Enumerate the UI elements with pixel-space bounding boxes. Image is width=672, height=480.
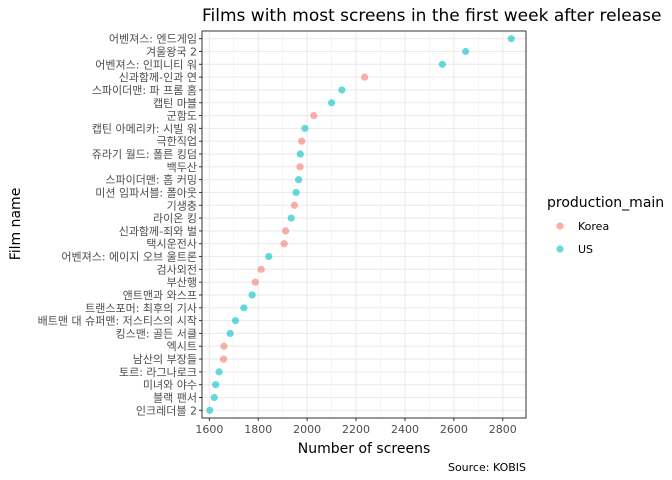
x-tick-label: 2400	[391, 423, 419, 436]
data-point	[265, 252, 273, 261]
y-tick-label: 스파이더맨: 파 프롬 홈	[92, 83, 197, 97]
y-tick-label: 백두산	[167, 161, 197, 174]
data-point	[301, 124, 309, 132]
chart-title: Films with most screens in the first wee…	[202, 6, 661, 26]
x-tick-label: 1600	[195, 423, 223, 436]
data-point	[215, 368, 223, 376]
data-point	[220, 342, 228, 350]
panel-border	[201, 30, 527, 419]
data-point	[257, 265, 265, 273]
y-tick-label: 남산의 부장들	[133, 353, 197, 366]
data-point	[296, 163, 304, 171]
data-point	[240, 304, 248, 312]
panel-background	[202, 31, 526, 418]
y-tick-label: 앤트맨과 와스프	[123, 289, 197, 302]
legend-key-us	[556, 245, 564, 253]
y-tick-label: 검사외전	[157, 263, 197, 276]
y-tick-label: 어벤져스: 에이지 오브 울트론	[61, 251, 197, 264]
data-point	[507, 35, 515, 43]
data-point	[438, 60, 446, 68]
y-tick-label: 택시운전사	[146, 238, 197, 251]
legend-title: production_main	[547, 195, 664, 211]
x-tick-label: 2800	[489, 423, 517, 436]
y-tick-label: 캡틴 마블	[153, 97, 197, 110]
y-tick-label: 엑시트	[167, 340, 197, 353]
y-tick-label: 킹스맨: 골든 서클	[115, 327, 197, 340]
legend: production_main Korea US	[547, 195, 664, 256]
y-tick-label: 캡틴 아메리카: 시빌 워	[92, 122, 197, 135]
data-point	[206, 406, 214, 414]
data-point	[251, 278, 259, 286]
y-tick-label: 기생충	[167, 199, 197, 212]
y-tick-label: 어벤져스: 인피니티 워	[95, 58, 197, 71]
data-point	[292, 188, 300, 197]
y-tick-label: 스파이더맨: 홈 커밍	[105, 173, 197, 187]
x-axis-title: Number of screens	[298, 441, 430, 457]
y-tick-label: 신과함께-죄와 벌	[119, 225, 197, 238]
y-tick-label: 극한직업	[157, 135, 197, 148]
legend-label-korea: Korea	[578, 220, 609, 233]
x-tick-label: 1800	[244, 423, 272, 436]
data-point	[361, 73, 369, 81]
data-point	[462, 47, 470, 56]
y-tick-label: 미녀와 야수	[143, 379, 197, 392]
y-tick-label: 배트맨 대 슈퍼맨: 저스티스의 시작	[38, 315, 197, 328]
y-tick-label: 신과함께-인과 연	[119, 71, 197, 84]
data-point	[226, 329, 234, 338]
y-tick-label: 군함도	[167, 110, 197, 123]
data-point	[290, 201, 299, 209]
y-tick-label: 블랙 팬서	[153, 391, 197, 404]
y-tick-label: 미션 임파서블: 폴아웃	[95, 186, 197, 199]
data-point	[310, 111, 318, 120]
legend-key-korea	[556, 222, 564, 230]
y-tick-label: 부산행	[167, 276, 197, 289]
y-tick-label: 쥬라기 월드: 폴른 킹덤	[92, 148, 197, 161]
y-tick-label: 라이온 킹	[153, 212, 197, 225]
data-point	[328, 99, 336, 107]
data-point	[287, 214, 295, 222]
y-tick-label: 인크레더블 2	[136, 404, 197, 417]
x-tick-label: 2600	[440, 423, 468, 436]
data-point	[282, 227, 290, 235]
y-tick-label: 어벤져스: 엔드게임	[109, 33, 197, 46]
data-point	[280, 240, 288, 248]
y-axis-title: Film name	[8, 188, 24, 261]
y-tick-label: 토르: 라그나로크	[119, 366, 197, 379]
y-tick-label: 트랜스포머: 최후의 기사	[85, 302, 197, 315]
data-point	[219, 355, 228, 363]
data-point	[296, 150, 304, 158]
x-tick-label: 2200	[342, 423, 370, 436]
y-tick-label: 겨울왕국 2	[146, 46, 197, 59]
data-point	[338, 86, 346, 94]
legend-label-us: US	[578, 243, 593, 256]
chart-caption: Source: KOBIS	[448, 461, 526, 474]
plot-panel: 1600 1800 2000 2200 2400 2600 2800 어벤져스: 엔드게임겨울…	[38, 30, 527, 436]
data-point	[231, 317, 240, 325]
data-point	[248, 291, 256, 299]
data-point	[212, 381, 220, 389]
data-point	[298, 137, 306, 145]
x-tick-label: 2000	[293, 423, 321, 436]
data-point	[210, 393, 218, 402]
data-point	[294, 176, 303, 184]
